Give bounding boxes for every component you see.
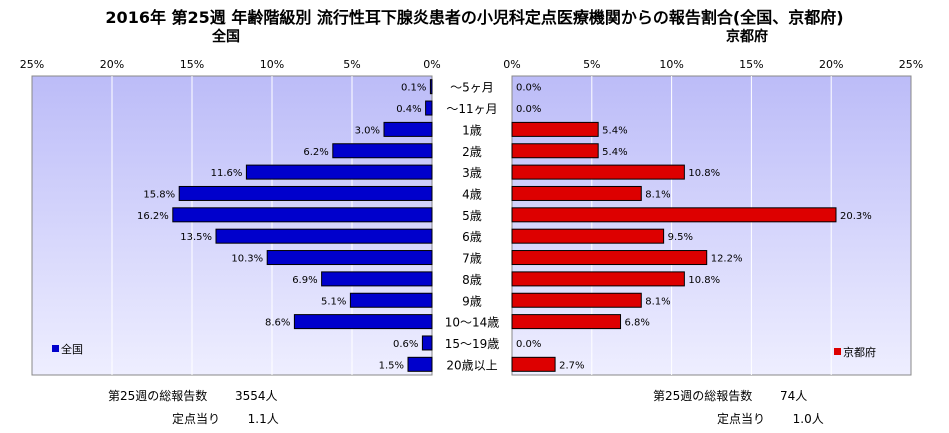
category-label: 3歳 xyxy=(462,166,482,180)
left-data-label: 15.8% xyxy=(143,189,175,200)
left-bar xyxy=(215,228,433,244)
category-label: 20歳以上 xyxy=(446,358,497,372)
left-x-tick-label: 25% xyxy=(20,58,44,71)
right-x-tick-label: 0% xyxy=(503,58,520,71)
left-data-label: 16.2% xyxy=(137,211,169,222)
right-data-label: 12.2% xyxy=(711,254,743,265)
right-per-value: 1.0人 xyxy=(792,412,824,426)
right-data-label: 5.4% xyxy=(602,147,627,158)
left-bar xyxy=(383,121,433,137)
category-label: 15～19歳 xyxy=(445,337,500,351)
left-x-tick-label: 10% xyxy=(260,58,284,71)
right-bar xyxy=(511,207,837,223)
right-legend-swatch xyxy=(834,348,841,355)
category-label: 9歳 xyxy=(462,294,482,308)
right-plot-area xyxy=(511,75,912,376)
right-bar xyxy=(511,228,665,244)
right-bar xyxy=(511,292,642,308)
right-data-label: 10.8% xyxy=(688,275,720,286)
left-legend-swatch xyxy=(52,345,59,352)
left-x-tick-label: 5% xyxy=(343,58,360,71)
category-label: 10～14歳 xyxy=(445,316,500,330)
right-data-label: 8.1% xyxy=(645,189,670,200)
left-bar xyxy=(172,207,433,223)
left-data-label: 0.4% xyxy=(396,104,421,115)
category-label: ～11ヶ月 xyxy=(446,102,497,116)
right-x-tick-label: 25% xyxy=(899,58,923,71)
left-data-label: 0.6% xyxy=(393,339,418,350)
right-bar xyxy=(511,314,622,330)
right-data-label: 6.8% xyxy=(625,318,650,329)
left-data-label: 3.0% xyxy=(355,125,380,136)
right-data-label: 0.0% xyxy=(516,104,541,115)
right-legend-label: 京都府 xyxy=(843,345,876,359)
category-label: 6歳 xyxy=(462,230,482,244)
right-data-label: 9.5% xyxy=(668,232,693,243)
right-total-value: 74人 xyxy=(779,389,808,403)
right-bar xyxy=(511,185,642,201)
right-x-tick-label: 5% xyxy=(583,58,600,71)
category-label: 4歳 xyxy=(462,187,482,201)
left-bar xyxy=(429,79,433,95)
left-bar xyxy=(293,314,433,330)
left-per-label: 定点当り xyxy=(172,412,221,426)
right-x-tick-label: 20% xyxy=(819,58,843,71)
left-data-label: 0.1% xyxy=(401,83,426,94)
left-bar xyxy=(425,100,433,116)
right-data-label: 20.3% xyxy=(840,211,872,222)
left-total-label: 第25週の総報告数 xyxy=(108,389,208,403)
left-data-label: 11.6% xyxy=(211,168,243,179)
left-bar xyxy=(349,292,433,308)
right-data-label: 10.8% xyxy=(688,168,720,179)
right-data-label: 0.0% xyxy=(516,83,541,94)
category-label: ～5ヶ月 xyxy=(450,81,494,95)
right-x-tick-label: 15% xyxy=(739,58,763,71)
left-x-tick-label: 0% xyxy=(423,58,440,71)
right-data-label: 5.4% xyxy=(602,125,627,136)
category-label: 1歳 xyxy=(462,123,482,137)
left-data-label: 6.2% xyxy=(303,147,328,158)
right-x-tick-label: 10% xyxy=(659,58,683,71)
category-label: 5歳 xyxy=(462,209,482,223)
left-bar xyxy=(421,335,433,351)
left-panel-title: 全国 xyxy=(212,29,240,45)
right-bar xyxy=(511,164,685,180)
left-plot-area xyxy=(31,75,433,376)
left-data-label: 13.5% xyxy=(180,232,212,243)
left-bar xyxy=(332,143,433,159)
left-bar xyxy=(266,250,433,266)
left-data-label: 10.3% xyxy=(231,254,263,265)
right-total-label: 第25週の総報告数 xyxy=(653,389,753,403)
right-data-label: 2.7% xyxy=(559,360,584,371)
left-data-label: 6.9% xyxy=(292,275,317,286)
category-label: 2歳 xyxy=(462,145,482,159)
right-bar xyxy=(511,356,556,372)
left-x-tick-label: 15% xyxy=(180,58,204,71)
left-total-value: 3554人 xyxy=(234,389,278,403)
right-bar xyxy=(511,271,685,287)
right-bar xyxy=(511,143,599,159)
left-bar xyxy=(178,185,433,201)
left-data-label: 5.1% xyxy=(321,296,346,307)
left-per-value: 1.1人 xyxy=(247,412,279,426)
right-per-label: 定点当り xyxy=(717,412,766,426)
right-bar xyxy=(511,121,599,137)
right-data-label: 0.0% xyxy=(516,339,541,350)
left-bar xyxy=(245,164,433,180)
left-data-label: 1.5% xyxy=(379,360,404,371)
chart-title: 2016年 第25週 年齢階級別 流行性耳下腺炎患者の小児科定点医療機関からの報… xyxy=(105,8,844,27)
category-label: 8歳 xyxy=(462,273,482,287)
left-data-label: 8.6% xyxy=(265,318,290,329)
left-legend-label: 全国 xyxy=(61,342,83,356)
right-bar xyxy=(511,250,708,266)
left-bar xyxy=(407,356,433,372)
right-panel-title: 京都府 xyxy=(726,29,768,45)
left-bar xyxy=(321,271,433,287)
right-data-label: 8.1% xyxy=(645,296,670,307)
left-x-tick-label: 20% xyxy=(100,58,124,71)
category-label: 7歳 xyxy=(462,252,482,266)
